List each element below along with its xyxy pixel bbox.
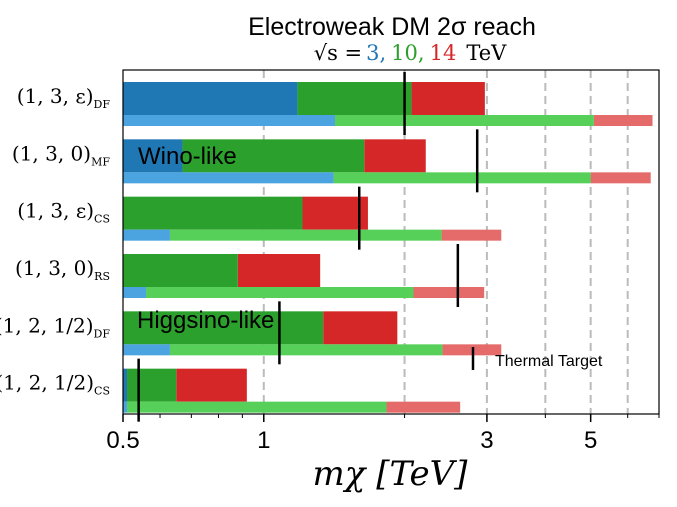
bars-layer (123, 82, 653, 413)
subtitle-unit: TeV (466, 41, 507, 65)
y-label-sub-0: DF (94, 98, 111, 111)
y-label-main-3: (1, 3, 0) (15, 256, 94, 280)
altbar-10tev-row-5 (127, 401, 387, 413)
altbar-14tev-row-2 (441, 229, 502, 241)
subtitle-energy-3: 3, (366, 41, 386, 65)
altbar-3tev-row-5 (123, 401, 128, 413)
y-label-main-2: (1, 3, ε) (17, 199, 94, 223)
chart-subtitle: √s = 3, 10, 14 TeV (314, 41, 507, 65)
altbar-14tev-row-0 (593, 115, 653, 126)
altbar-14tev-row-5 (386, 401, 461, 413)
bar-3tev-row-0 (123, 82, 298, 115)
bar-14tev-row-2 (302, 196, 368, 230)
plot-frame (122, 69, 660, 415)
altbar-3tev-row-0 (123, 115, 335, 126)
bar-10tev-row-0 (297, 82, 412, 115)
altbar-14tev-row-1 (590, 172, 651, 184)
bar-14tev-row-5 (176, 368, 247, 402)
x-axis-label: mχ [TeV] (313, 454, 469, 494)
y-label-sub-2: CS (94, 213, 110, 226)
x-tick-label-0: 0.5 (106, 427, 139, 454)
altbar-3tev-row-4 (123, 344, 170, 356)
bar-10tev-row-5 (127, 368, 177, 402)
altbar-14tev-row-3 (413, 287, 485, 298)
bar-10tev-row-4 (123, 311, 324, 345)
y-label-row-1: (1, 3, 0)MF (12, 141, 110, 168)
bar-14tev-row-1 (364, 139, 426, 173)
x-tick-label-2: 3 (480, 427, 493, 454)
y-label-main-0: (1, 3, ε) (17, 84, 94, 108)
higgsino-annotation: Higgsino-like (137, 307, 274, 334)
y-label-row-4: (1, 2, 1/2)DF (0, 313, 110, 340)
bar-14tev-row-0 (411, 82, 485, 115)
x-tick-label-3: 5 (584, 427, 597, 454)
y-label-row-3: (1, 3, 0)RS (15, 256, 110, 283)
altbar-3tev-row-2 (123, 229, 170, 241)
bar-10tev-row-3 (123, 254, 238, 287)
subtitle-energy-14: 14 (430, 41, 457, 65)
bar-3tev-row-1 (123, 139, 183, 173)
bar-3tev-row-5 (123, 368, 128, 402)
y-label-main-1: (1, 3, 0) (12, 141, 91, 165)
y-label-row-0: (1, 3, ε)DF (17, 84, 111, 111)
bar-14tev-row-3 (237, 254, 321, 287)
y-label-sub-4: DF (94, 327, 111, 340)
y-label-sub-1: MF (91, 155, 110, 168)
y-label-sub-3: RS (94, 270, 110, 283)
ticks-layer: 0.5 1 3 5 (106, 414, 660, 454)
bar-14tev-row-4 (323, 311, 398, 345)
bar-10tev-row-1 (182, 139, 365, 173)
ylabels-layer: (1, 3, ε)DF(1, 3, 0)MF(1, 3, ε)CS(1, 3, … (0, 84, 110, 398)
y-label-row-2: (1, 3, ε)CS (17, 199, 110, 226)
x-tick-label-1: 1 (257, 427, 270, 454)
y-label-main-5: (1, 2, 1/2) (0, 371, 94, 395)
y-label-sub-5: CS (94, 385, 110, 398)
y-label-row-5: (1, 2, 1/2)CS (0, 371, 110, 398)
altbar-3tev-row-3 (123, 287, 147, 298)
wino-annotation: Wino-like (138, 143, 237, 170)
altbar-10tev-row-3 (146, 287, 414, 298)
subtitle-energy-10: 10, (391, 41, 424, 65)
thermal-legend-label: Thermal Target (495, 353, 603, 370)
thermal-layer (137, 72, 479, 422)
altbar-10tev-row-1 (333, 172, 591, 184)
altbar-10tev-row-2 (169, 229, 442, 241)
bar-10tev-row-2 (123, 196, 303, 230)
subtitle-prefix: √s = (314, 41, 362, 65)
altbar-3tev-row-1 (123, 172, 334, 184)
chart-title: Electroweak DM 2σ reach (248, 13, 536, 41)
y-label-main-4: (1, 2, 1/2) (0, 313, 94, 337)
altbar-10tev-row-4 (169, 344, 443, 356)
altbar-10tev-row-0 (334, 115, 594, 126)
